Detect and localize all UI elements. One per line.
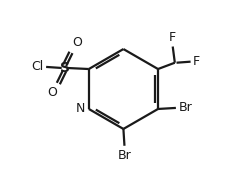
Text: O: O (72, 36, 82, 49)
Text: O: O (47, 86, 57, 99)
Text: F: F (192, 55, 199, 68)
Text: Br: Br (178, 101, 191, 114)
Text: S: S (59, 61, 69, 75)
Text: N: N (75, 103, 85, 116)
Text: Cl: Cl (31, 60, 43, 73)
Text: Br: Br (117, 148, 131, 161)
Text: F: F (168, 31, 175, 44)
